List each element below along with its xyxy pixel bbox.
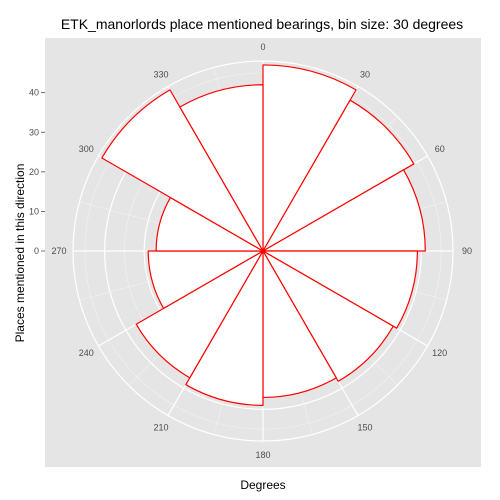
angle-tick-210: 210 [153, 423, 168, 433]
angle-tick-180: 180 [255, 450, 270, 460]
radial-tick-40: 40 [29, 88, 39, 98]
bar-180 [185, 250, 264, 406]
bar-60 [262, 169, 426, 252]
radial-tick-20: 20 [29, 167, 39, 177]
radial-tick-labels: 0 10 20 30 40 [29, 88, 45, 256]
angle-tick-270: 270 [51, 246, 66, 256]
bar-30 [262, 99, 415, 252]
radial-tick-30: 30 [29, 127, 39, 137]
bar-210 [135, 250, 264, 379]
y-axis-title: Places mentioned in this direction [13, 164, 27, 343]
radial-tick-10: 10 [29, 206, 39, 216]
angle-tick-30: 30 [360, 69, 370, 79]
angle-tick-120: 120 [432, 348, 447, 358]
bars [101, 64, 426, 406]
bar-330 [179, 84, 264, 252]
angle-tick-300: 300 [79, 144, 94, 154]
angle-tick-150: 150 [357, 423, 372, 433]
angle-tick-330: 330 [153, 69, 168, 79]
angle-tick-90: 90 [462, 246, 472, 256]
bar-300 [101, 89, 264, 252]
bar-90 [262, 250, 418, 329]
angle-tick-labels: 0 30 60 90 120 150 180 210 240 270 300 330 [51, 42, 472, 460]
angle-tick-0: 0 [260, 42, 265, 52]
angle-tick-60: 60 [435, 144, 445, 154]
bar-240 [147, 250, 264, 309]
chart-title: ETK_manorlords place mentioned bearings,… [61, 16, 463, 32]
x-axis-title: Degrees [240, 478, 285, 492]
angle-tick-240: 240 [79, 348, 94, 358]
bar-120 [262, 250, 394, 382]
bar-0 [262, 64, 357, 252]
radial-tick-0: 0 [34, 246, 39, 256]
